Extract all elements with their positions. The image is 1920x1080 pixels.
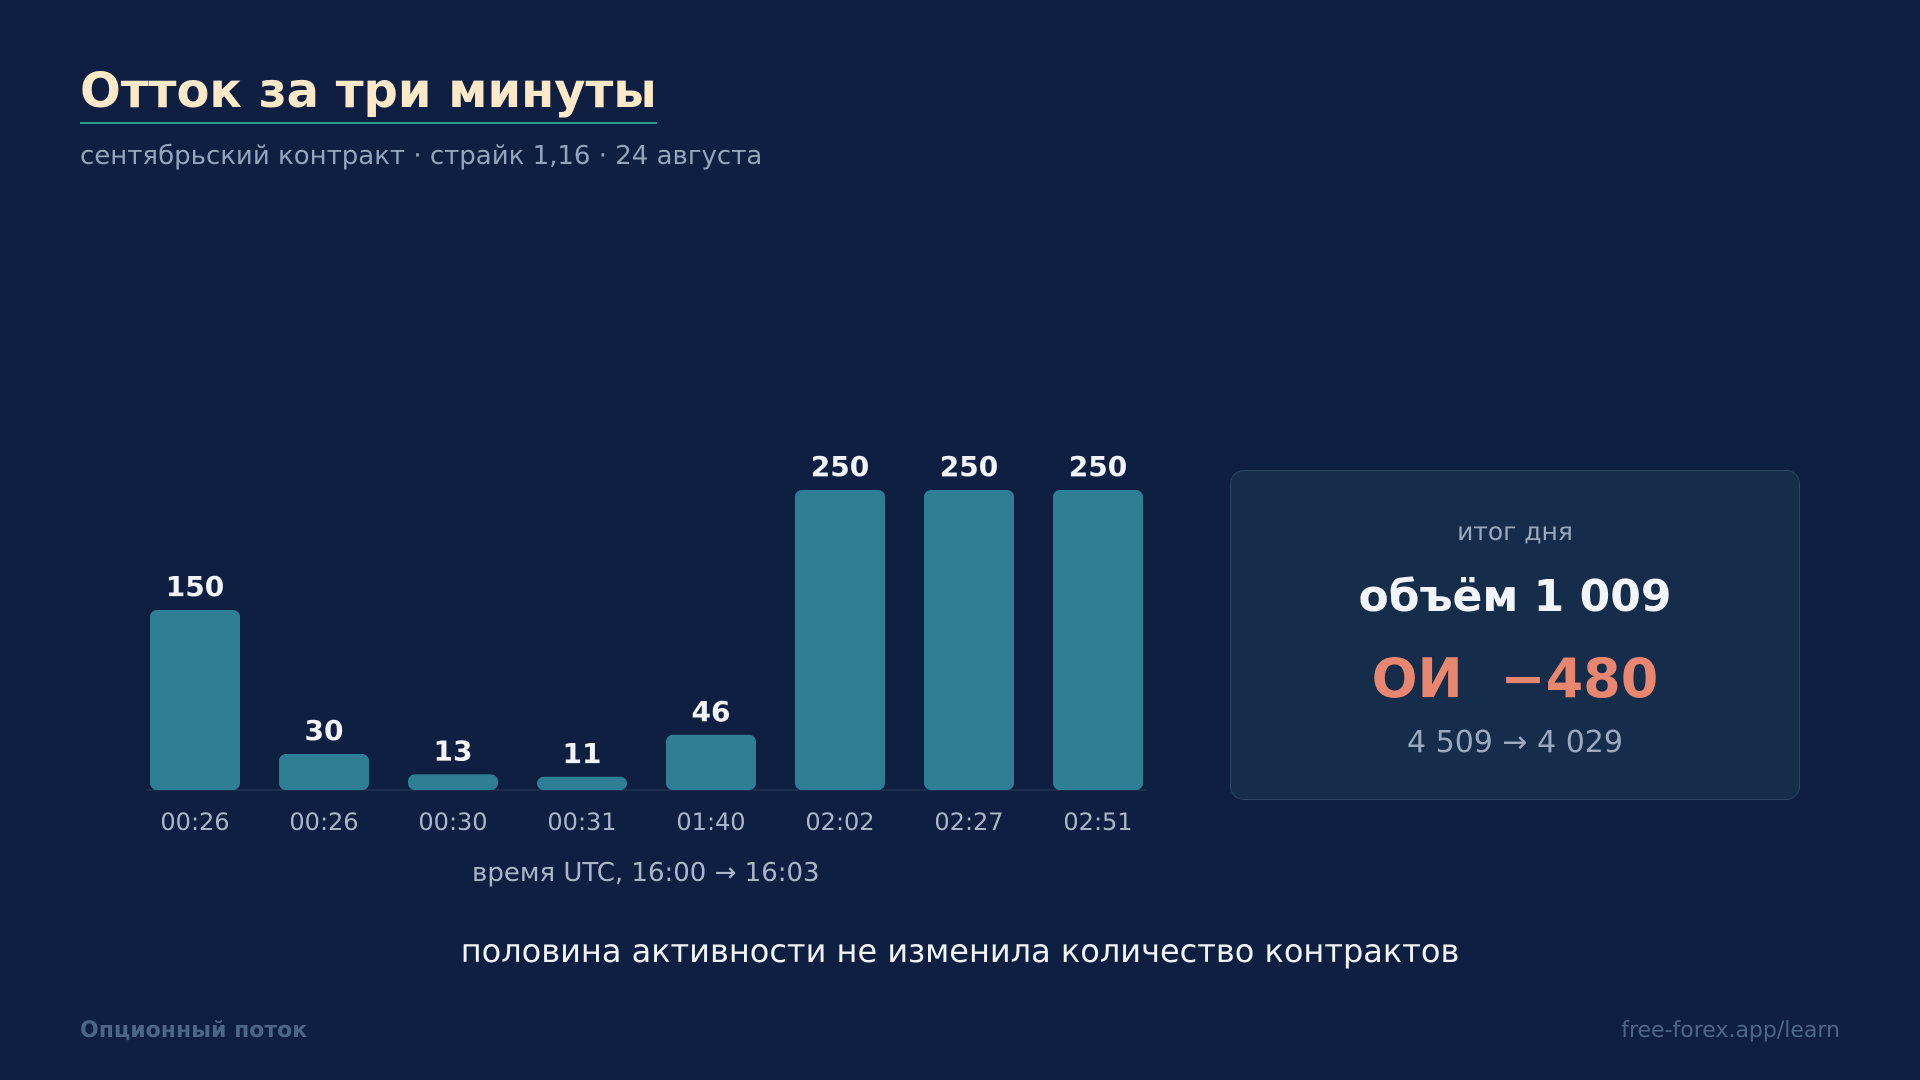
- summary-oi-change: ОИ −480: [1371, 647, 1659, 710]
- summary-card-label: итог дня: [1457, 517, 1573, 546]
- footer-brand: Опционный поток: [80, 1018, 308, 1043]
- bar-value-label-4: 11: [563, 737, 602, 770]
- x-axis-label: время UTC, 16:00 → 16:03: [472, 858, 820, 888]
- bar-8: [1053, 490, 1143, 790]
- conclusion-text: половина активности не изменила количест…: [460, 932, 1460, 970]
- summary-card: итог дня объём 1 009 ОИ −480 4 509 → 4 0…: [1230, 470, 1800, 800]
- bar-6: [795, 490, 885, 790]
- x-tick-label-7: 02:27: [934, 808, 1003, 836]
- x-tick-label-1: 00:26: [160, 808, 229, 836]
- x-tick-label-8: 02:51: [1063, 808, 1132, 836]
- x-tick-label-4: 00:31: [547, 808, 616, 836]
- bar-value-label-7: 250: [940, 450, 998, 483]
- bar-4: [537, 776, 627, 790]
- bar-7: [924, 490, 1014, 790]
- footer-link: free-forex.app/learn: [1621, 1018, 1840, 1043]
- summary-oi-range: 4 509 → 4 029: [1407, 725, 1623, 760]
- bar-value-label-3: 13: [434, 734, 473, 767]
- x-tick-label-2: 00:26: [289, 808, 358, 836]
- page-subtitle: сентябрьский контракт · страйк 1,16 · 24…: [80, 141, 763, 171]
- bar-value-label-5: 46: [692, 695, 731, 728]
- summary-volume: объём 1 009: [1358, 571, 1672, 622]
- bar-value-label-8: 250: [1069, 450, 1127, 483]
- bar-value-label-1: 150: [166, 570, 224, 603]
- bar-2: [279, 754, 369, 790]
- bar-5: [666, 734, 756, 790]
- page-title: Отток за три минуты: [80, 60, 657, 124]
- bar-value-label-2: 30: [305, 714, 344, 747]
- bar-1: [150, 610, 240, 790]
- x-tick-label-6: 02:02: [805, 808, 874, 836]
- x-tick-label-3: 00:30: [418, 808, 487, 836]
- bar-value-label-6: 250: [811, 450, 869, 483]
- bar-3: [408, 774, 498, 790]
- x-tick-label-5: 01:40: [676, 808, 745, 836]
